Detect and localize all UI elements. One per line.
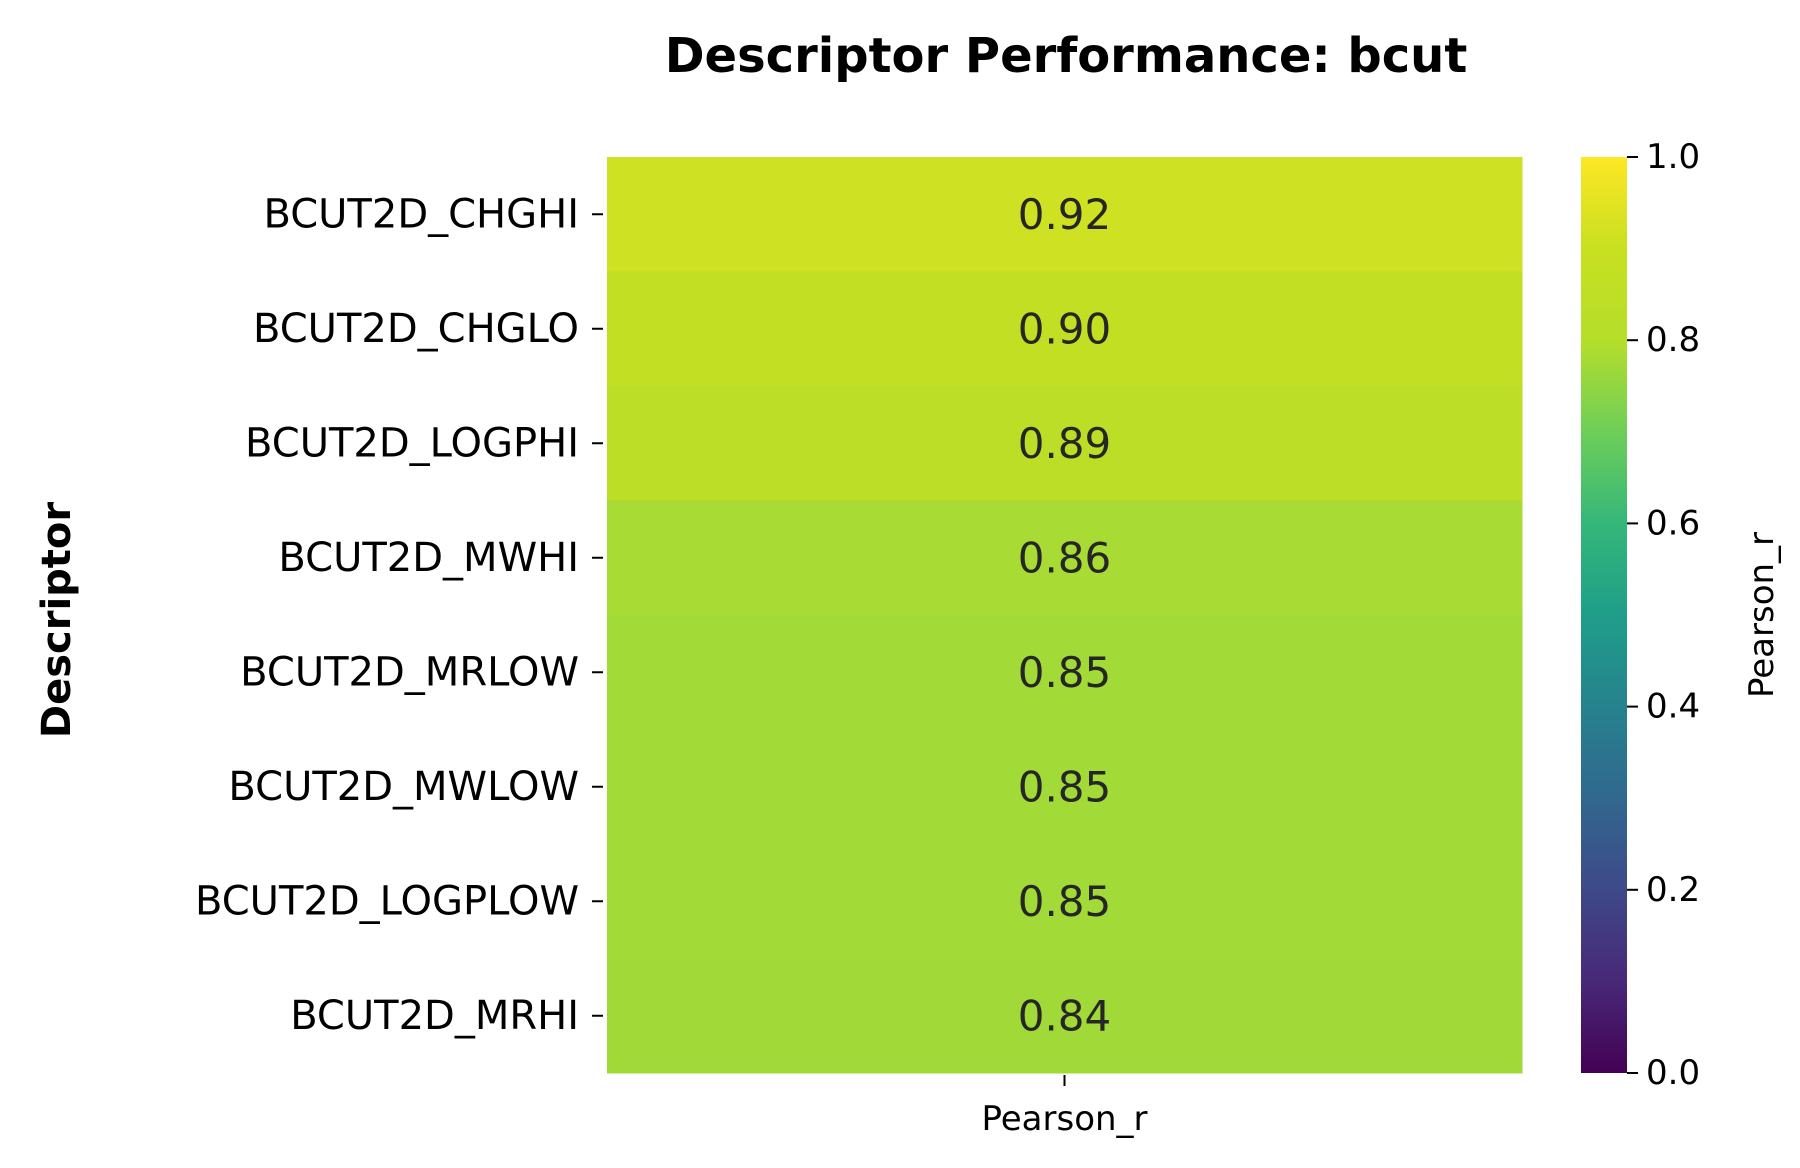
heatmap-cell	[607, 958, 1523, 1074]
y-tick-label: BCUT2D_CHGHI	[263, 191, 579, 237]
cell-value-label: 0.84	[1018, 991, 1112, 1040]
chart-title: Descriptor Performance: bcut	[665, 28, 1468, 84]
colorbar-ticks: 0.0 0.2 0.4 0.6 0.8 1.0	[1627, 137, 1700, 1093]
x-axis-ticks: Pearson_r	[981, 1075, 1148, 1139]
cell-value-label: 0.85	[1018, 762, 1112, 811]
y-tick-label: BCUT2D_MWLOW	[228, 764, 579, 810]
heatmap-cell	[607, 157, 1523, 272]
colorbar-tick-label: 1.0	[1646, 137, 1700, 177]
cell-value-label: 0.85	[1018, 648, 1112, 697]
cell-value-label: 0.90	[1018, 304, 1112, 353]
colorbar-tick-label: 0.4	[1646, 687, 1700, 727]
y-axis-ticks: BCUT2D_CHGHI BCUT2D_CHGLO BCUT2D_LOGPHI BCU…	[195, 191, 603, 1039]
y-axis-label: Descriptor	[34, 502, 80, 739]
cell-value-label: 0.85	[1018, 877, 1112, 926]
cell-value-label: 0.89	[1018, 419, 1112, 468]
colorbar: 0.0 0.2 0.4 0.6 0.8 1.0 Pearson_r	[1581, 137, 1782, 1093]
heatmap-cell	[607, 844, 1523, 959]
heatmap-cell	[607, 615, 1523, 730]
y-tick-label: BCUT2D_LOGPHI	[245, 420, 579, 466]
cell-value-label: 0.86	[1018, 533, 1112, 582]
colorbar-tick-label: 0.8	[1646, 320, 1700, 360]
heatmap-cell	[607, 729, 1523, 845]
colorbar-tick-label: 0.6	[1646, 503, 1700, 543]
y-tick-label: BCUT2D_MWHI	[278, 535, 579, 581]
heatmap-cell	[607, 271, 1523, 387]
colorbar-label: Pearson_r	[1742, 532, 1782, 698]
y-tick-label: BCUT2D_LOGPLOW	[195, 878, 579, 924]
x-tick-label: Pearson_r	[981, 1099, 1147, 1139]
colorbar-tick-label: 0.0	[1646, 1053, 1700, 1093]
colorbar-gradient	[1581, 157, 1627, 1073]
y-tick-label: BCUT2D_MRLOW	[240, 649, 579, 695]
y-tick-label: BCUT2D_CHGLO	[253, 306, 579, 352]
heatmap-cell	[607, 386, 1523, 501]
colorbar-tick-label: 0.2	[1646, 870, 1700, 910]
heatmap-cell	[607, 500, 1523, 616]
y-tick-label: BCUT2D_MRHI	[290, 993, 579, 1039]
heatmap-cells: 0.92 0.90 0.89 0.86 0.85 0.85 0.85 0.84	[607, 157, 1523, 1074]
cell-value-label: 0.92	[1018, 190, 1112, 239]
